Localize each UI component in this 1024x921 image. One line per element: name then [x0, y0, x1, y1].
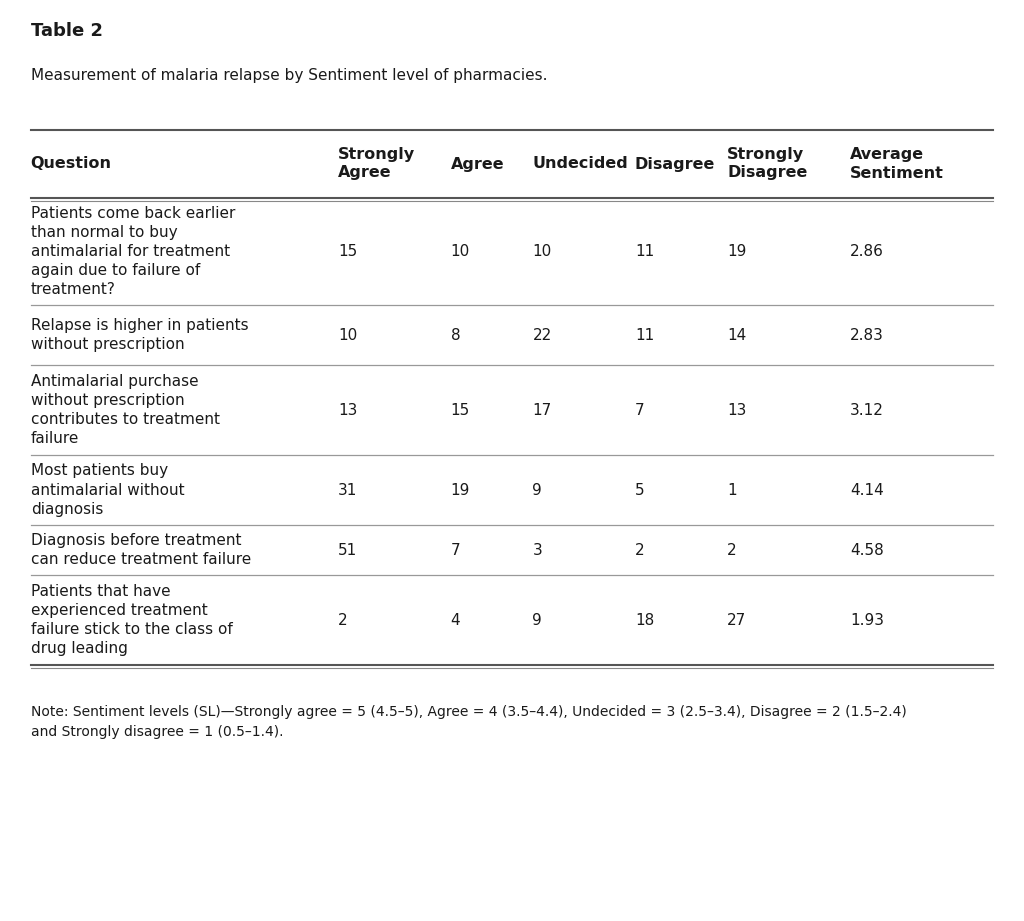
Text: 2: 2: [338, 612, 347, 627]
Text: 4.58: 4.58: [850, 542, 884, 557]
Text: 51: 51: [338, 542, 357, 557]
Text: 14: 14: [727, 328, 746, 343]
Text: 9: 9: [532, 483, 543, 497]
Text: Average
Sentiment: Average Sentiment: [850, 147, 944, 181]
Text: 2: 2: [635, 542, 644, 557]
Text: Patients come back earlier
than normal to buy
antimalarial for treatment
again d: Patients come back earlier than normal t…: [31, 205, 236, 297]
Text: Undecided: Undecided: [532, 157, 629, 171]
Text: Measurement of malaria relapse by Sentiment level of pharmacies.: Measurement of malaria relapse by Sentim…: [31, 68, 547, 83]
Text: 18: 18: [635, 612, 654, 627]
Text: Most patients buy
antimalarial without
diagnosis: Most patients buy antimalarial without d…: [31, 463, 184, 517]
Text: 17: 17: [532, 402, 552, 417]
Text: 3: 3: [532, 542, 543, 557]
Text: 2.83: 2.83: [850, 328, 884, 343]
Text: 1: 1: [727, 483, 736, 497]
Text: 19: 19: [451, 483, 470, 497]
Text: 3.12: 3.12: [850, 402, 884, 417]
Text: 31: 31: [338, 483, 357, 497]
Text: 13: 13: [338, 402, 357, 417]
Text: 27: 27: [727, 612, 746, 627]
Text: Agree: Agree: [451, 157, 504, 171]
Text: 4.14: 4.14: [850, 483, 884, 497]
Text: 7: 7: [451, 542, 460, 557]
Text: 2.86: 2.86: [850, 244, 884, 259]
Text: Relapse is higher in patients
without prescription: Relapse is higher in patients without pr…: [31, 318, 249, 352]
Text: 10: 10: [451, 244, 470, 259]
Text: 22: 22: [532, 328, 552, 343]
Text: Antimalarial purchase
without prescription
contributes to treatment
failure: Antimalarial purchase without prescripti…: [31, 374, 220, 447]
Text: 7: 7: [635, 402, 644, 417]
Text: Question: Question: [31, 157, 112, 171]
Text: 1.93: 1.93: [850, 612, 884, 627]
Text: Disagree: Disagree: [635, 157, 715, 171]
Text: 13: 13: [727, 402, 746, 417]
Text: Strongly
Agree: Strongly Agree: [338, 147, 415, 181]
Text: 4: 4: [451, 612, 460, 627]
Text: 5: 5: [635, 483, 644, 497]
Text: Patients that have
experienced treatment
failure stick to the class of
drug lead: Patients that have experienced treatment…: [31, 584, 232, 657]
Text: 10: 10: [338, 328, 357, 343]
Text: Table 2: Table 2: [31, 22, 102, 40]
Text: 2: 2: [727, 542, 736, 557]
Text: Diagnosis before treatment
can reduce treatment failure: Diagnosis before treatment can reduce tr…: [31, 533, 251, 567]
Text: 15: 15: [338, 244, 357, 259]
Text: 10: 10: [532, 244, 552, 259]
Text: Note: Sentiment levels (SL)—Strongly agree = 5 (4.5–5), Agree = 4 (3.5–4.4), Und: Note: Sentiment levels (SL)—Strongly agr…: [31, 705, 906, 739]
Text: 9: 9: [532, 612, 543, 627]
Text: 11: 11: [635, 328, 654, 343]
Text: Strongly
Disagree: Strongly Disagree: [727, 147, 807, 181]
Text: 8: 8: [451, 328, 460, 343]
Text: 19: 19: [727, 244, 746, 259]
Text: 11: 11: [635, 244, 654, 259]
Text: 15: 15: [451, 402, 470, 417]
